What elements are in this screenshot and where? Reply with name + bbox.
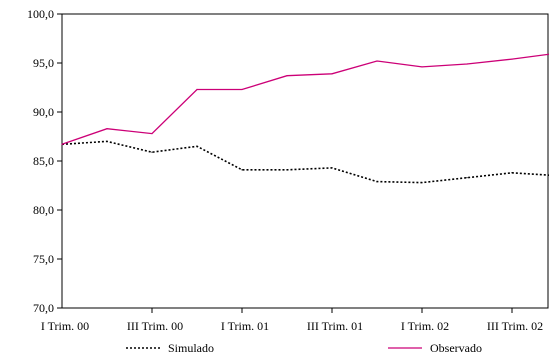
data-point-observado	[196, 88, 198, 91]
axes	[61, 13, 549, 309]
x-tick-label: III Trim. 02	[487, 319, 543, 333]
data-point-observado	[511, 58, 513, 60]
data-point-simulado	[106, 140, 108, 142]
data-point-simulado	[421, 181, 423, 184]
data-point-simulado	[331, 167, 333, 169]
data-point-observado	[286, 75, 288, 77]
data-point-observado	[376, 60, 378, 62]
series-line-observado	[61, 53, 549, 145]
data-point-simulado	[151, 151, 153, 153]
data-point-observado	[106, 128, 108, 130]
y-tick-label: 80,0	[33, 203, 54, 217]
data-point-simulado	[511, 172, 513, 174]
x-tick-label: I Trim. 02	[401, 319, 449, 333]
y-axis-ticks: 70,0 75,0 80,0 85,0 90,0 95,0 100,0	[27, 7, 62, 315]
y-tick-label: 90,0	[33, 105, 54, 119]
series-group	[61, 53, 549, 184]
data-point-observado	[151, 132, 153, 135]
y-tick-label: 70,0	[33, 301, 54, 315]
data-point-observado	[241, 88, 243, 91]
x-tick-label: I Trim. 01	[221, 319, 269, 333]
y-tick-label: 100,0	[27, 7, 54, 21]
legend-label-simulado: Simulado	[168, 341, 214, 355]
y-tick-label: 75,0	[33, 252, 54, 266]
legend-label-observado: Observado	[430, 341, 482, 355]
data-point-simulado	[241, 169, 243, 171]
series-line-simulado	[61, 140, 549, 184]
x-tick-label: I Trim. 00	[41, 319, 89, 333]
data-point-simulado	[196, 145, 198, 147]
x-tick-label: III Trim. 01	[307, 319, 363, 333]
data-point-simulado	[286, 169, 288, 171]
legend: Simulado Observado	[126, 341, 482, 355]
y-tick-label: 95,0	[33, 56, 54, 70]
data-point-observado	[466, 63, 468, 65]
plot-area-frame	[61, 13, 549, 309]
data-point-observado	[421, 66, 423, 68]
data-point-observado	[331, 73, 333, 75]
data-point-simulado	[466, 177, 468, 179]
y-tick-label: 85,0	[33, 154, 54, 168]
x-axis-ticks: I Trim. 00 III Trim. 00 I Trim. 01 III Trim…	[41, 308, 543, 333]
data-point-simulado	[376, 180, 378, 183]
data-point-observado	[61, 143, 63, 145]
x-tick-label: III Trim. 00	[127, 319, 183, 333]
